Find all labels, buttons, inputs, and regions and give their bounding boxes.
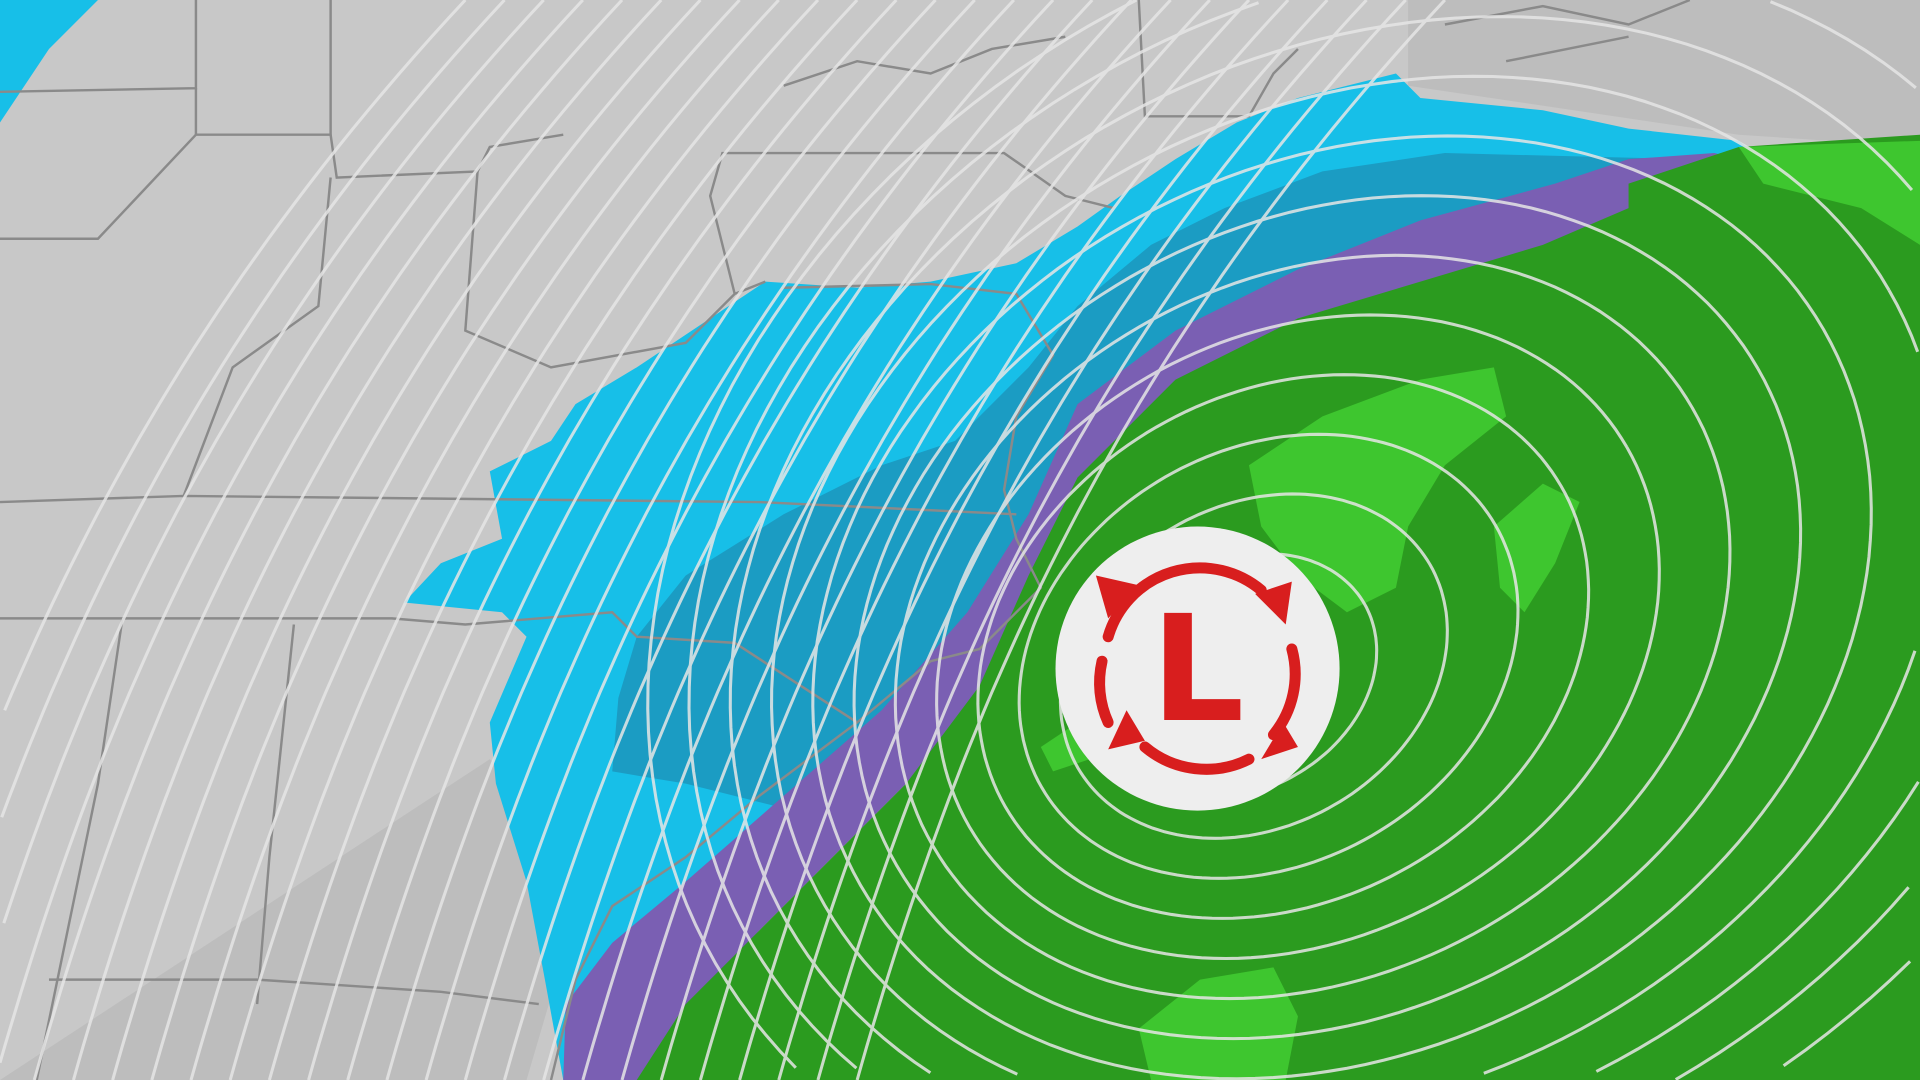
isobar	[855, 0, 1447, 1080]
isobar	[228, 0, 820, 1080]
isobar	[698, 0, 1290, 1080]
isobar	[1058, 492, 1449, 840]
isobar	[738, 0, 1329, 1080]
isobar	[346, 0, 937, 1080]
isobar	[1782, 960, 1912, 1068]
isobar	[0, 0, 584, 1064]
isobar	[3, 0, 467, 711]
isobar	[32, 0, 624, 1080]
isobar	[1887, 289, 1920, 353]
isobar	[1017, 432, 1520, 880]
isobar	[111, 0, 702, 1080]
circulation-arrowheads	[1095, 575, 1298, 760]
isobar	[1674, 886, 1910, 1080]
isobar	[659, 0, 1251, 1080]
isobar	[542, 0, 1133, 1080]
isobar	[385, 0, 976, 1080]
isobar	[581, 0, 1172, 1080]
isobar	[811, 134, 1873, 1080]
isobar	[620, 0, 1211, 1080]
isobar	[150, 0, 741, 1080]
low-pressure-circulation-icon	[1094, 562, 1301, 775]
isobar	[777, 0, 1368, 1080]
low-pressure-symbol: L	[1055, 526, 1340, 811]
isobar	[189, 0, 780, 1080]
isobar	[463, 0, 1055, 1080]
isobar	[267, 0, 859, 1080]
isobar	[503, 0, 1094, 1080]
isobar	[307, 0, 898, 1080]
isobar	[1769, 0, 1917, 89]
low-pressure-label: L	[1151, 584, 1245, 755]
mix-area	[563, 153, 1739, 1080]
isobar	[852, 194, 1803, 1041]
isobar	[71, 0, 663, 1080]
isobar	[976, 373, 1591, 920]
isobar	[1595, 781, 1920, 1073]
isobar	[935, 313, 1661, 961]
isobar	[687, 1, 1260, 1070]
isobar	[424, 0, 1016, 1080]
isobar	[728, 15, 1914, 1075]
isobar	[0, 0, 506, 818]
political-borders	[0, 0, 1691, 1080]
isobar	[816, 0, 1407, 1080]
isobar	[1483, 650, 1917, 1075]
isobar	[2, 0, 545, 924]
